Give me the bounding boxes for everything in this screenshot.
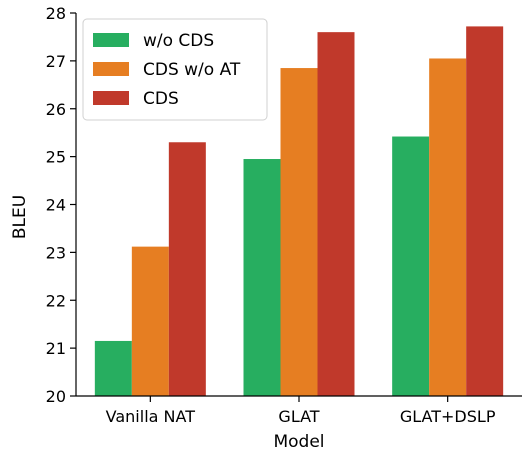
x-axis-label: Model	[273, 432, 324, 452]
x-tick-label: GLAT+DSLP	[400, 407, 496, 426]
y-tick-label: 28	[46, 4, 66, 23]
y-tick-label: 21	[46, 339, 66, 358]
legend-swatch	[93, 91, 129, 105]
legend-swatch	[93, 33, 129, 47]
y-tick-label: 26	[46, 100, 66, 119]
x-ticks-group: Vanilla NAT GLAT GLAT+DSLP	[106, 396, 496, 426]
bars-group	[94, 26, 504, 397]
legend-label: CDS	[143, 89, 179, 109]
y-tick-label: 27	[46, 52, 66, 71]
y-tick-label: 22	[46, 291, 66, 310]
bar-cds-glat-dslp	[466, 26, 504, 397]
bar-cds-w-o-at-glat-dslp	[429, 58, 467, 396]
y-axis-label: BLEU	[10, 195, 30, 239]
legend-label: CDS w/o AT	[143, 60, 241, 80]
bar-w-o-cds-glat-dslp	[392, 136, 430, 396]
legend-swatch	[93, 62, 129, 76]
y-tick-label: 20	[46, 387, 66, 406]
bar-w-o-cds-vanilla-nat	[94, 340, 132, 396]
bar-cds-vanilla-nat	[168, 142, 206, 396]
y-tick-label: 23	[46, 243, 66, 262]
legend: w/o CDS CDS w/o AT CDS	[82, 18, 268, 121]
y-tick-label: 25	[46, 148, 66, 167]
y-ticks-group: 20 21 22 23 24 25 26 27 28	[46, 4, 76, 406]
legend-label: w/o CDS	[143, 31, 214, 51]
bar-cds-w-o-at-vanilla-nat	[131, 246, 169, 396]
y-tick-label: 24	[46, 196, 66, 215]
x-tick-label: Vanilla NAT	[106, 407, 196, 426]
bar-cds-w-o-at-glat	[280, 68, 318, 397]
x-tick-label: GLAT	[278, 407, 319, 426]
bar-w-o-cds-glat	[243, 159, 281, 396]
bar-cds-glat	[317, 32, 355, 397]
